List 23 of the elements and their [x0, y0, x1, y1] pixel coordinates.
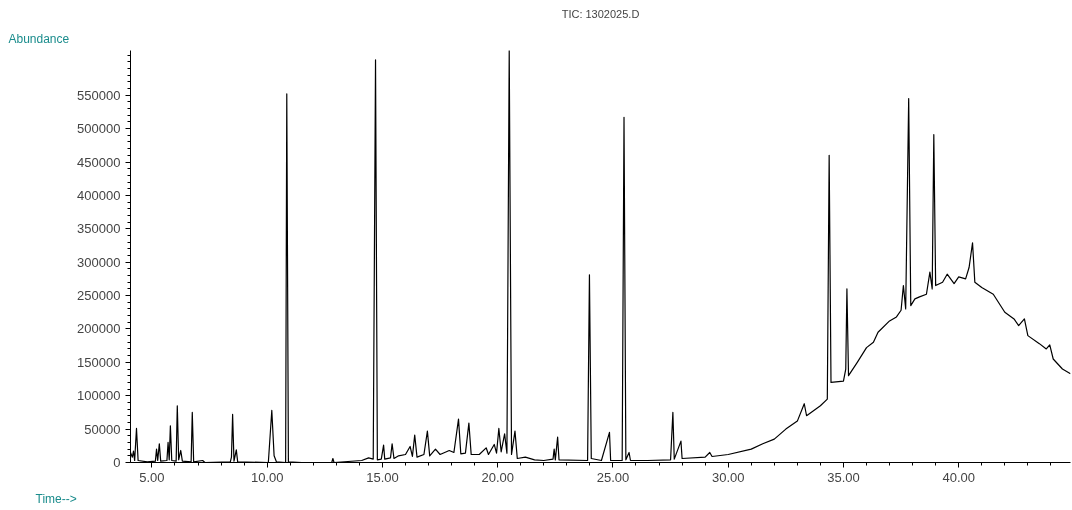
y-tick-label: 0: [113, 455, 121, 470]
y-tick-label: 100000: [77, 388, 121, 404]
x-tick-label: 15.00: [366, 469, 399, 485]
y-tick-label: 450000: [77, 154, 121, 170]
y-tick-label: 200000: [77, 321, 121, 337]
x-tick-label: 5.00: [139, 469, 165, 485]
x-tick-label: 30.00: [711, 469, 745, 485]
y-tick-label: 350000: [77, 221, 121, 237]
x-tick-label: 20.00: [481, 469, 514, 485]
y-tick-label: 400000: [77, 187, 121, 203]
y-tick-label: 500000: [77, 121, 121, 137]
y-tick-label: 250000: [77, 288, 121, 304]
x-tick-label: 25.00: [596, 469, 630, 485]
chart-title: TIC: 1302025.D: [561, 7, 640, 20]
x-axis-title: Time-->: [35, 491, 77, 506]
y-tick-label: 300000: [77, 254, 121, 270]
x-tick-label: 40.00: [942, 469, 975, 485]
x-tick-label: 10.00: [250, 469, 284, 485]
x-tick-label: 35.00: [827, 469, 860, 485]
y-tick-label: 50000: [84, 421, 121, 437]
y-axis-title: Abundance: [8, 31, 70, 46]
y-tick-label: 150000: [77, 354, 121, 370]
y-tick-label: 550000: [77, 87, 121, 103]
